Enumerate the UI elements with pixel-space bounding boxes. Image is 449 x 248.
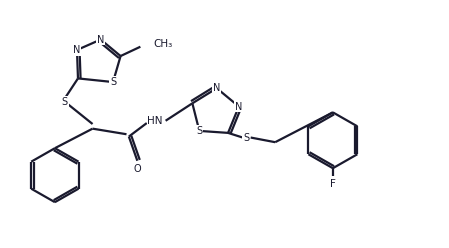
Text: S: S — [243, 132, 249, 143]
Text: F: F — [330, 179, 336, 189]
Text: N: N — [235, 101, 242, 112]
Text: N: N — [73, 45, 81, 55]
Text: S: S — [196, 126, 202, 136]
Text: N: N — [213, 83, 220, 93]
Text: O: O — [133, 164, 141, 174]
Text: S: S — [110, 77, 116, 87]
Text: N: N — [97, 34, 104, 45]
Text: CH₃: CH₃ — [154, 39, 173, 49]
Text: S: S — [62, 97, 68, 107]
Text: HN: HN — [147, 116, 163, 126]
